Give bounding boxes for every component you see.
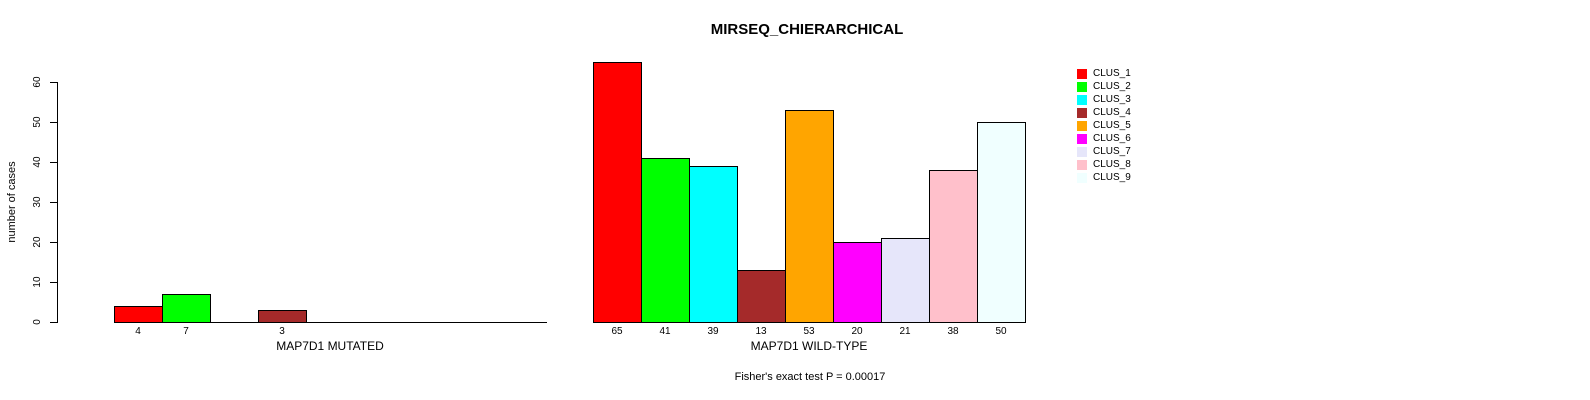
legend-label: CLUS_1 bbox=[1093, 68, 1131, 79]
legend-label: CLUS_6 bbox=[1093, 133, 1131, 144]
bar-clus_2 bbox=[162, 294, 211, 323]
bar-clus_3 bbox=[689, 166, 738, 323]
group-label: MAP7D1 MUTATED bbox=[276, 339, 384, 353]
bar-value-label: 7 bbox=[183, 326, 189, 337]
y-axis-tick-label: 40 bbox=[32, 156, 43, 168]
bar-clus_2 bbox=[641, 158, 690, 323]
y-axis-line bbox=[57, 82, 58, 323]
bar-value-label: 13 bbox=[755, 326, 767, 337]
bar-value-label: 41 bbox=[659, 326, 671, 337]
bar-clus_8 bbox=[929, 170, 978, 323]
bar-clus_7 bbox=[881, 238, 930, 323]
bar-clus_5 bbox=[785, 110, 834, 323]
y-axis-tick bbox=[50, 322, 57, 323]
legend-item: CLUS_6 bbox=[1077, 132, 1131, 145]
bar-value-label: 38 bbox=[947, 326, 959, 337]
y-axis-tick-label: 50 bbox=[32, 116, 43, 128]
bar-clus_6 bbox=[833, 242, 882, 323]
footer-annotation: Fisher's exact test P = 0.00017 bbox=[734, 371, 886, 383]
bar-value-label: 20 bbox=[851, 326, 863, 337]
legend-label: CLUS_2 bbox=[1093, 81, 1131, 92]
legend-label: CLUS_3 bbox=[1093, 94, 1131, 105]
legend-label: CLUS_7 bbox=[1093, 146, 1131, 157]
legend-item: CLUS_2 bbox=[1077, 80, 1131, 93]
legend-swatch-clus_3 bbox=[1077, 94, 1087, 105]
legend-item: CLUS_5 bbox=[1077, 119, 1131, 132]
legend-swatch-clus_2 bbox=[1077, 81, 1087, 92]
bar-clus_9 bbox=[977, 122, 1026, 323]
legend-swatch-clus_4 bbox=[1077, 107, 1087, 118]
legend-label: CLUS_4 bbox=[1093, 107, 1131, 118]
legend-item: CLUS_1 bbox=[1077, 67, 1131, 80]
legend-swatch-clus_8 bbox=[1077, 159, 1087, 170]
bar-clus_1 bbox=[593, 62, 642, 323]
bar-clus_1 bbox=[114, 306, 163, 323]
y-axis-tick-label: 30 bbox=[32, 196, 43, 208]
y-axis-tick bbox=[50, 242, 57, 243]
y-axis-tick bbox=[50, 122, 57, 123]
group-label: MAP7D1 WILD-TYPE bbox=[750, 339, 868, 353]
y-axis-tick bbox=[50, 162, 57, 163]
legend-label: CLUS_9 bbox=[1093, 172, 1131, 183]
y-axis-tick-label: 0 bbox=[32, 319, 43, 325]
y-axis-tick-label: 20 bbox=[32, 236, 43, 248]
legend-swatch-clus_5 bbox=[1077, 120, 1087, 131]
y-axis-tick bbox=[50, 82, 57, 83]
legend-item: CLUS_9 bbox=[1077, 171, 1131, 184]
bar-value-label: 39 bbox=[707, 326, 719, 337]
bar-value-label: 53 bbox=[803, 326, 815, 337]
bar-clus_4 bbox=[737, 270, 786, 323]
legend-swatch-clus_9 bbox=[1077, 172, 1087, 183]
bar-value-label: 3 bbox=[279, 326, 285, 337]
legend-item: CLUS_8 bbox=[1077, 158, 1131, 171]
y-axis-tick bbox=[50, 202, 57, 203]
legend-item: CLUS_4 bbox=[1077, 106, 1131, 119]
bar-value-label: 50 bbox=[995, 326, 1007, 337]
y-axis-tick-label: 10 bbox=[32, 276, 43, 288]
legend-label: CLUS_8 bbox=[1093, 159, 1131, 170]
bar-value-label: 21 bbox=[899, 326, 911, 337]
legend-swatch-clus_7 bbox=[1077, 146, 1087, 157]
legend-item: CLUS_7 bbox=[1077, 145, 1131, 158]
y-axis-tick bbox=[50, 282, 57, 283]
legend-item: CLUS_3 bbox=[1077, 93, 1131, 106]
y-axis-label: number of cases bbox=[6, 161, 18, 243]
y-axis-tick-label: 60 bbox=[32, 76, 43, 88]
chart-title: MIRSEQ_CHIERARCHICAL bbox=[710, 21, 904, 38]
legend-swatch-clus_6 bbox=[1077, 133, 1087, 144]
legend-label: CLUS_5 bbox=[1093, 120, 1131, 131]
legend-swatch-clus_1 bbox=[1077, 68, 1087, 79]
x-baseline bbox=[593, 322, 1026, 323]
bar-value-label: 65 bbox=[611, 326, 623, 337]
x-baseline bbox=[114, 322, 547, 323]
legend: CLUS_1 CLUS_2 CLUS_3 CLUS_4 CLUS_5 CLUS_6 CLUS… bbox=[1077, 67, 1131, 184]
bar-value-label: 4 bbox=[135, 326, 141, 337]
